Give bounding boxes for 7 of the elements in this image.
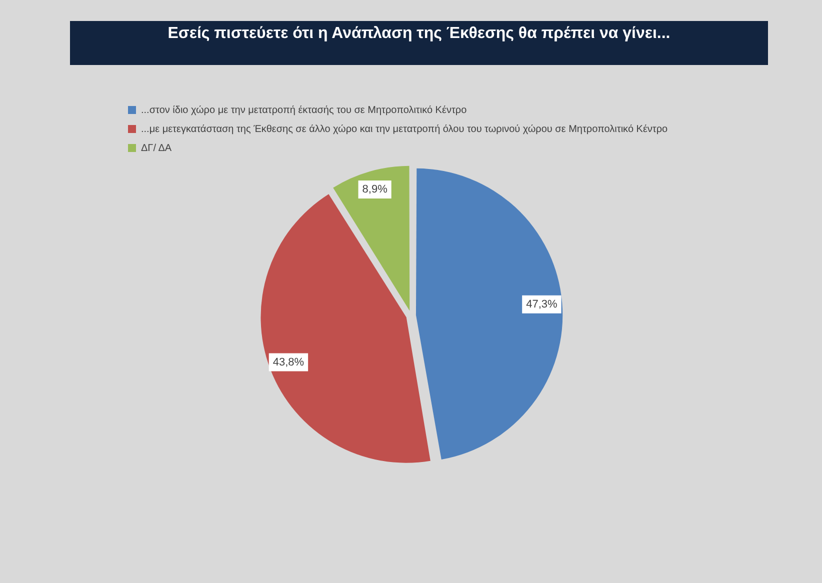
legend-label: ...με μετεγκατάσταση της Έκθεσης σε άλλο χώρο και την μετατροπή όλου του τωρινού χώρου σε Μητροπολιτικό Κέντρο — [141, 124, 668, 135]
data-label: 43,8% — [272, 356, 304, 368]
data-label: 47,3% — [526, 298, 558, 310]
chart-title: Εσείς πιστεύετε ότι η Ανάπλαση της Έκθεσης θα πρέπει να γίνει... — [168, 24, 670, 44]
legend-label: ΔΓ/ ΔΑ — [141, 142, 172, 154]
legend-label: ...στον ίδιο χώρο με την μετατροπή έκτασής του σε Μητροπολιτικό Κέντρο — [141, 104, 468, 116]
data-label: 8,9% — [362, 183, 388, 196]
